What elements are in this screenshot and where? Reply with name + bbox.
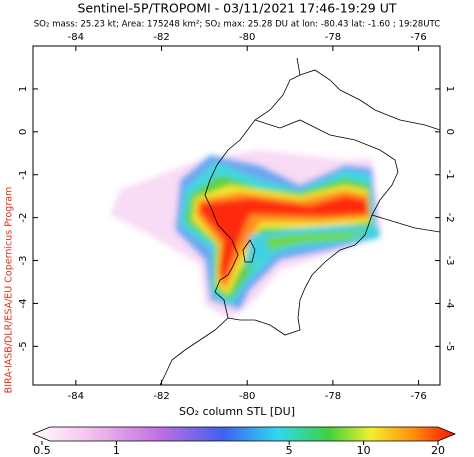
- y-tick-label: -1: [444, 170, 455, 180]
- y-tick-label: 0: [444, 129, 455, 135]
- colorbar-label: SO₂ column STL [DU]: [179, 405, 295, 418]
- y-tick-label: -5: [444, 341, 455, 351]
- x-tick-label: -76: [410, 391, 426, 402]
- y-tick-label: 1: [444, 86, 455, 92]
- credit: BIRA-IASB/DLR/ESA/EU Copernicus Program: [4, 187, 15, 394]
- subtitle: SO₂ mass: 25.23 kt; Area: 175248 km²; SO…: [34, 20, 441, 30]
- map-area: [33, 46, 440, 385]
- x-tick-label: -78: [325, 32, 341, 43]
- y-tick-label: 0: [18, 129, 29, 135]
- colorbar-tick-label: 10: [357, 444, 371, 457]
- y-tick-label: -1: [18, 170, 29, 180]
- x-tick-label: -76: [410, 32, 426, 43]
- map-frame: [32, 45, 441, 386]
- y-tick-label: -5: [18, 341, 29, 351]
- y-tick-label: -3: [18, 256, 29, 266]
- plume: [110, 150, 382, 320]
- colorbar-tick-label: 1: [113, 444, 120, 457]
- x-tick-label: -84: [68, 391, 84, 402]
- x-tick-label: -80: [239, 32, 255, 43]
- x-tick-label: -82: [153, 391, 169, 402]
- x-tick-label: -84: [68, 32, 84, 43]
- y-tick-label: -2: [18, 213, 29, 223]
- colorbar: [31, 426, 457, 442]
- x-tick-label: -80: [239, 391, 255, 402]
- y-tick-label: 1: [18, 86, 29, 92]
- title: Sentinel-5P/TROPOMI - 03/11/2021 17:46-1…: [77, 1, 396, 16]
- y-tick-label: -3: [444, 256, 455, 266]
- x-tick-label: -82: [153, 32, 169, 43]
- colorbar-tick-label: 20: [431, 444, 445, 457]
- coastlines: [159, 57, 440, 385]
- y-tick-label: -2: [444, 213, 455, 223]
- colorbar-tick-label: 5: [286, 444, 293, 457]
- y-tick-label: -4: [18, 298, 29, 308]
- y-tick-label: -4: [444, 298, 455, 308]
- x-tick-label: -78: [325, 391, 341, 402]
- colorbar-tick-label: 0.5: [33, 444, 51, 457]
